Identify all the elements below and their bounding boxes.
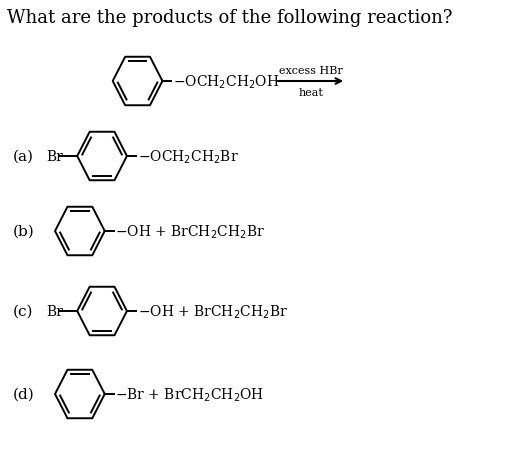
Text: $-$OCH$_2$CH$_2$Br: $-$OCH$_2$CH$_2$Br — [137, 148, 238, 165]
Text: excess HBr: excess HBr — [279, 66, 343, 76]
Text: $-$Br + BrCH$_2$CH$_2$OH: $-$Br + BrCH$_2$CH$_2$OH — [116, 386, 265, 403]
Text: $-$OH + BrCH$_2$CH$_2$Br: $-$OH + BrCH$_2$CH$_2$Br — [137, 303, 288, 320]
Text: (b): (b) — [12, 225, 34, 238]
Text: $-$OH + BrCH$_2$CH$_2$Br: $-$OH + BrCH$_2$CH$_2$Br — [116, 223, 266, 240]
Text: Br: Br — [46, 304, 63, 318]
Text: $-$OCH$_2$CH$_2$OH: $-$OCH$_2$CH$_2$OH — [173, 73, 279, 90]
Text: (a): (a) — [12, 149, 34, 164]
Text: (c): (c) — [12, 304, 33, 318]
Text: What are the products of the following reaction?: What are the products of the following r… — [7, 9, 453, 27]
Text: Br: Br — [46, 149, 63, 164]
Text: heat: heat — [298, 88, 323, 98]
Text: (d): (d) — [12, 387, 34, 401]
